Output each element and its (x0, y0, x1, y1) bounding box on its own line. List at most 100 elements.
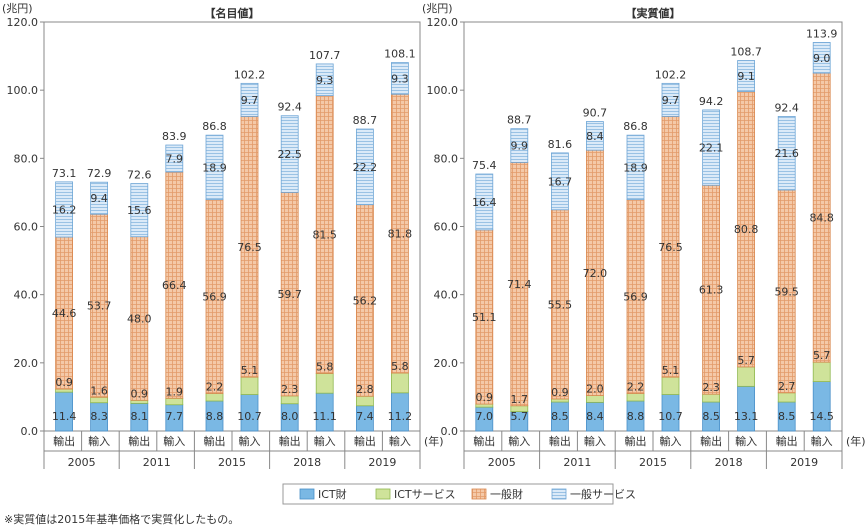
bar-segment (661, 82, 680, 117)
chart-panel-1: 0.0 20.0 40.0 60.0 80.0 100.0 120.0(兆円) 【名目値】 (年… (2, 2, 444, 469)
segment-value-label: 72.0 (583, 267, 608, 280)
segment-value-label: 18.9 (623, 161, 648, 174)
segment-value-label: 0.9 (476, 391, 494, 404)
bar-label: 輸出 (204, 434, 226, 448)
legend-label: ICTサービス (394, 488, 456, 501)
year-label: 2015 (218, 456, 246, 469)
segment-value-label: 1.9 (166, 385, 184, 398)
legend: ICT財 ICTサービス 一般財 一般サービス (282, 483, 636, 505)
segment-value-label: 2.7 (778, 380, 796, 393)
bar-segment (737, 366, 755, 387)
bar-segment (55, 181, 73, 238)
bar-label: 輸入 (239, 434, 261, 448)
segment-value-label: 44.6 (52, 307, 77, 320)
bar-label: 輸入 (811, 434, 833, 448)
bar-segment (130, 399, 149, 404)
segment-value-label: 22.1 (699, 142, 724, 155)
bar-segment (90, 181, 108, 215)
segment-value-label: 9.4 (90, 192, 108, 205)
segment-value-label: 9.3 (316, 74, 334, 87)
segment-value-label: 22.2 (353, 161, 378, 174)
total-value-label: 102.2 (655, 68, 687, 81)
segment-value-label: 51.1 (472, 311, 497, 324)
segment-value-label: 81.8 (388, 228, 413, 241)
total-value-label: 92.4 (774, 101, 799, 114)
segment-value-label: 2.3 (281, 383, 299, 396)
footnote: ※実質値は2015年基準価格で実質化したもの。 (4, 513, 240, 526)
segment-value-label: 7.7 (166, 410, 184, 423)
segment-value-label: 0.9 (131, 387, 149, 400)
y-tick-label: 20.0 (434, 357, 459, 370)
segment-value-label: 13.1 (734, 410, 759, 423)
segment-value-label: 14.5 (809, 410, 834, 423)
bar-segment (551, 398, 569, 403)
bar-label: 輸入 (163, 434, 185, 448)
segment-value-label: 84.8 (809, 212, 834, 225)
chart-panel-2: 0.0 20.0 40.0 60.0 80.0 100.0 120.0(兆円) 【実質値】 (年… (422, 2, 865, 469)
segment-value-label: 8.1 (131, 410, 149, 423)
segment-value-label: 16.4 (472, 196, 497, 209)
y-axis-label: (兆円) (2, 2, 33, 15)
segment-value-label: 15.6 (127, 204, 152, 217)
segment-value-label: 61.3 (699, 284, 724, 297)
x-unit-label: (年) (846, 434, 865, 448)
legend-swatch (375, 488, 391, 500)
segment-value-label: 9.9 (511, 140, 529, 153)
y-tick-label: 120.0 (7, 16, 39, 29)
total-value-label: 108.1 (384, 48, 416, 61)
bar-segment (586, 121, 604, 151)
bar-segment (240, 376, 259, 395)
y-tick-label: 20.0 (14, 357, 39, 370)
year-label: 2018 (293, 456, 321, 469)
total-value-label: 73.1 (52, 167, 77, 180)
bar-segment (626, 393, 645, 402)
segment-value-label: 7.9 (166, 153, 184, 166)
bar-segment (205, 134, 224, 200)
segment-value-label: 5.7 (737, 354, 755, 367)
legend-label: 一般サービス (570, 488, 636, 501)
bar-segment (586, 395, 604, 403)
segment-value-label: 76.5 (658, 241, 683, 254)
segment-value-label: 8.8 (206, 410, 224, 423)
bar-label: 輸出 (625, 434, 647, 448)
segment-value-label: 76.5 (237, 241, 262, 254)
legend-swatch (551, 488, 567, 500)
bar-segment (55, 388, 73, 393)
y-tick-label: 40.0 (434, 289, 459, 302)
bar-label: 輸出 (128, 434, 150, 448)
bar-segment (737, 60, 755, 92)
bar-segment (777, 116, 796, 191)
total-value-label: 90.7 (583, 107, 608, 120)
bar-segment (355, 128, 374, 206)
segment-value-label: 2.2 (627, 381, 645, 394)
segment-value-label: 0.9 (551, 386, 569, 399)
y-tick-label: 0.0 (21, 425, 39, 438)
segment-value-label: 56.9 (202, 291, 227, 304)
segment-value-label: 5.8 (391, 360, 409, 373)
chart-title: 【実質値】 (626, 6, 681, 20)
total-value-label: 72.9 (87, 167, 112, 180)
segment-value-label: 21.6 (774, 147, 799, 160)
bar-segment (812, 381, 831, 432)
segment-value-label: 56.2 (353, 294, 378, 307)
segment-value-label: 10.7 (658, 410, 683, 423)
bar-label: 輸出 (549, 434, 571, 448)
segment-value-label: 11.4 (52, 410, 77, 423)
segment-value-label: 53.7 (87, 300, 112, 313)
segment-value-label: 2.0 (586, 383, 604, 396)
segment-value-label: 9.7 (662, 94, 680, 107)
bar-label: 輸入 (735, 434, 757, 448)
segment-value-label: 5.1 (662, 364, 680, 377)
bar-segment (240, 82, 259, 117)
segment-value-label: 16.7 (548, 175, 573, 188)
segment-value-label: 56.9 (623, 291, 648, 304)
bar-label: 輸出 (700, 434, 722, 448)
total-value-label: 83.9 (162, 130, 187, 143)
segment-value-label: 18.9 (202, 161, 227, 174)
segment-value-label: 22.5 (277, 148, 302, 161)
legend-box (282, 483, 614, 505)
y-tick-label: 0.0 (441, 425, 459, 438)
total-value-label: 88.7 (507, 114, 532, 127)
segment-value-label: 5.8 (316, 360, 334, 373)
